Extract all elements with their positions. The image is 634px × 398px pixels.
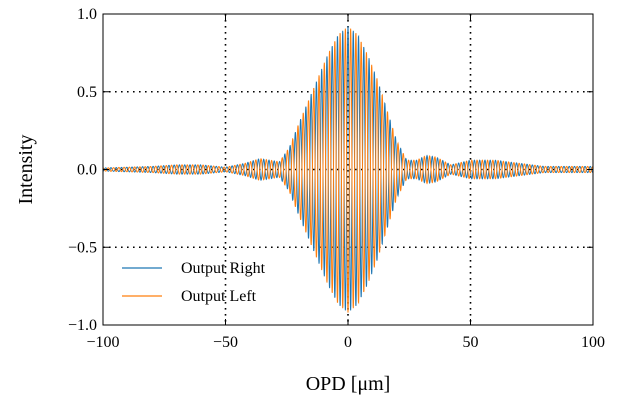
y-axis-label: Intensity (15, 135, 37, 205)
y-tick-label: −0.5 (68, 239, 97, 256)
x-tick-label: 100 (581, 334, 605, 351)
x-tick-label: −100 (86, 334, 119, 351)
x-axis-label: OPD [μm] (306, 373, 391, 395)
y-tick-label: 0.5 (77, 84, 97, 101)
x-tick-label: 50 (463, 334, 479, 351)
series-line-output-right (102, 26, 594, 311)
y-tick-label: 1.0 (77, 6, 97, 23)
axis-ticks: −100 −50 0 50 100 −1.0 −0.5 0.0 0.5 1.0 (68, 6, 605, 351)
y-tick-label: 0.0 (77, 162, 97, 179)
x-tick-label: −50 (213, 334, 238, 351)
series-line-output-left (102, 28, 594, 313)
legend: Output Right Output Left (122, 260, 266, 305)
grid-lines (103, 14, 593, 325)
legend-label-output-right: Output Right (181, 260, 266, 277)
series-lines (102, 26, 594, 313)
x-tick-label: 0 (344, 334, 352, 351)
y-tick-label: −1.0 (68, 317, 97, 334)
legend-label-output-left: Output Left (181, 288, 257, 305)
